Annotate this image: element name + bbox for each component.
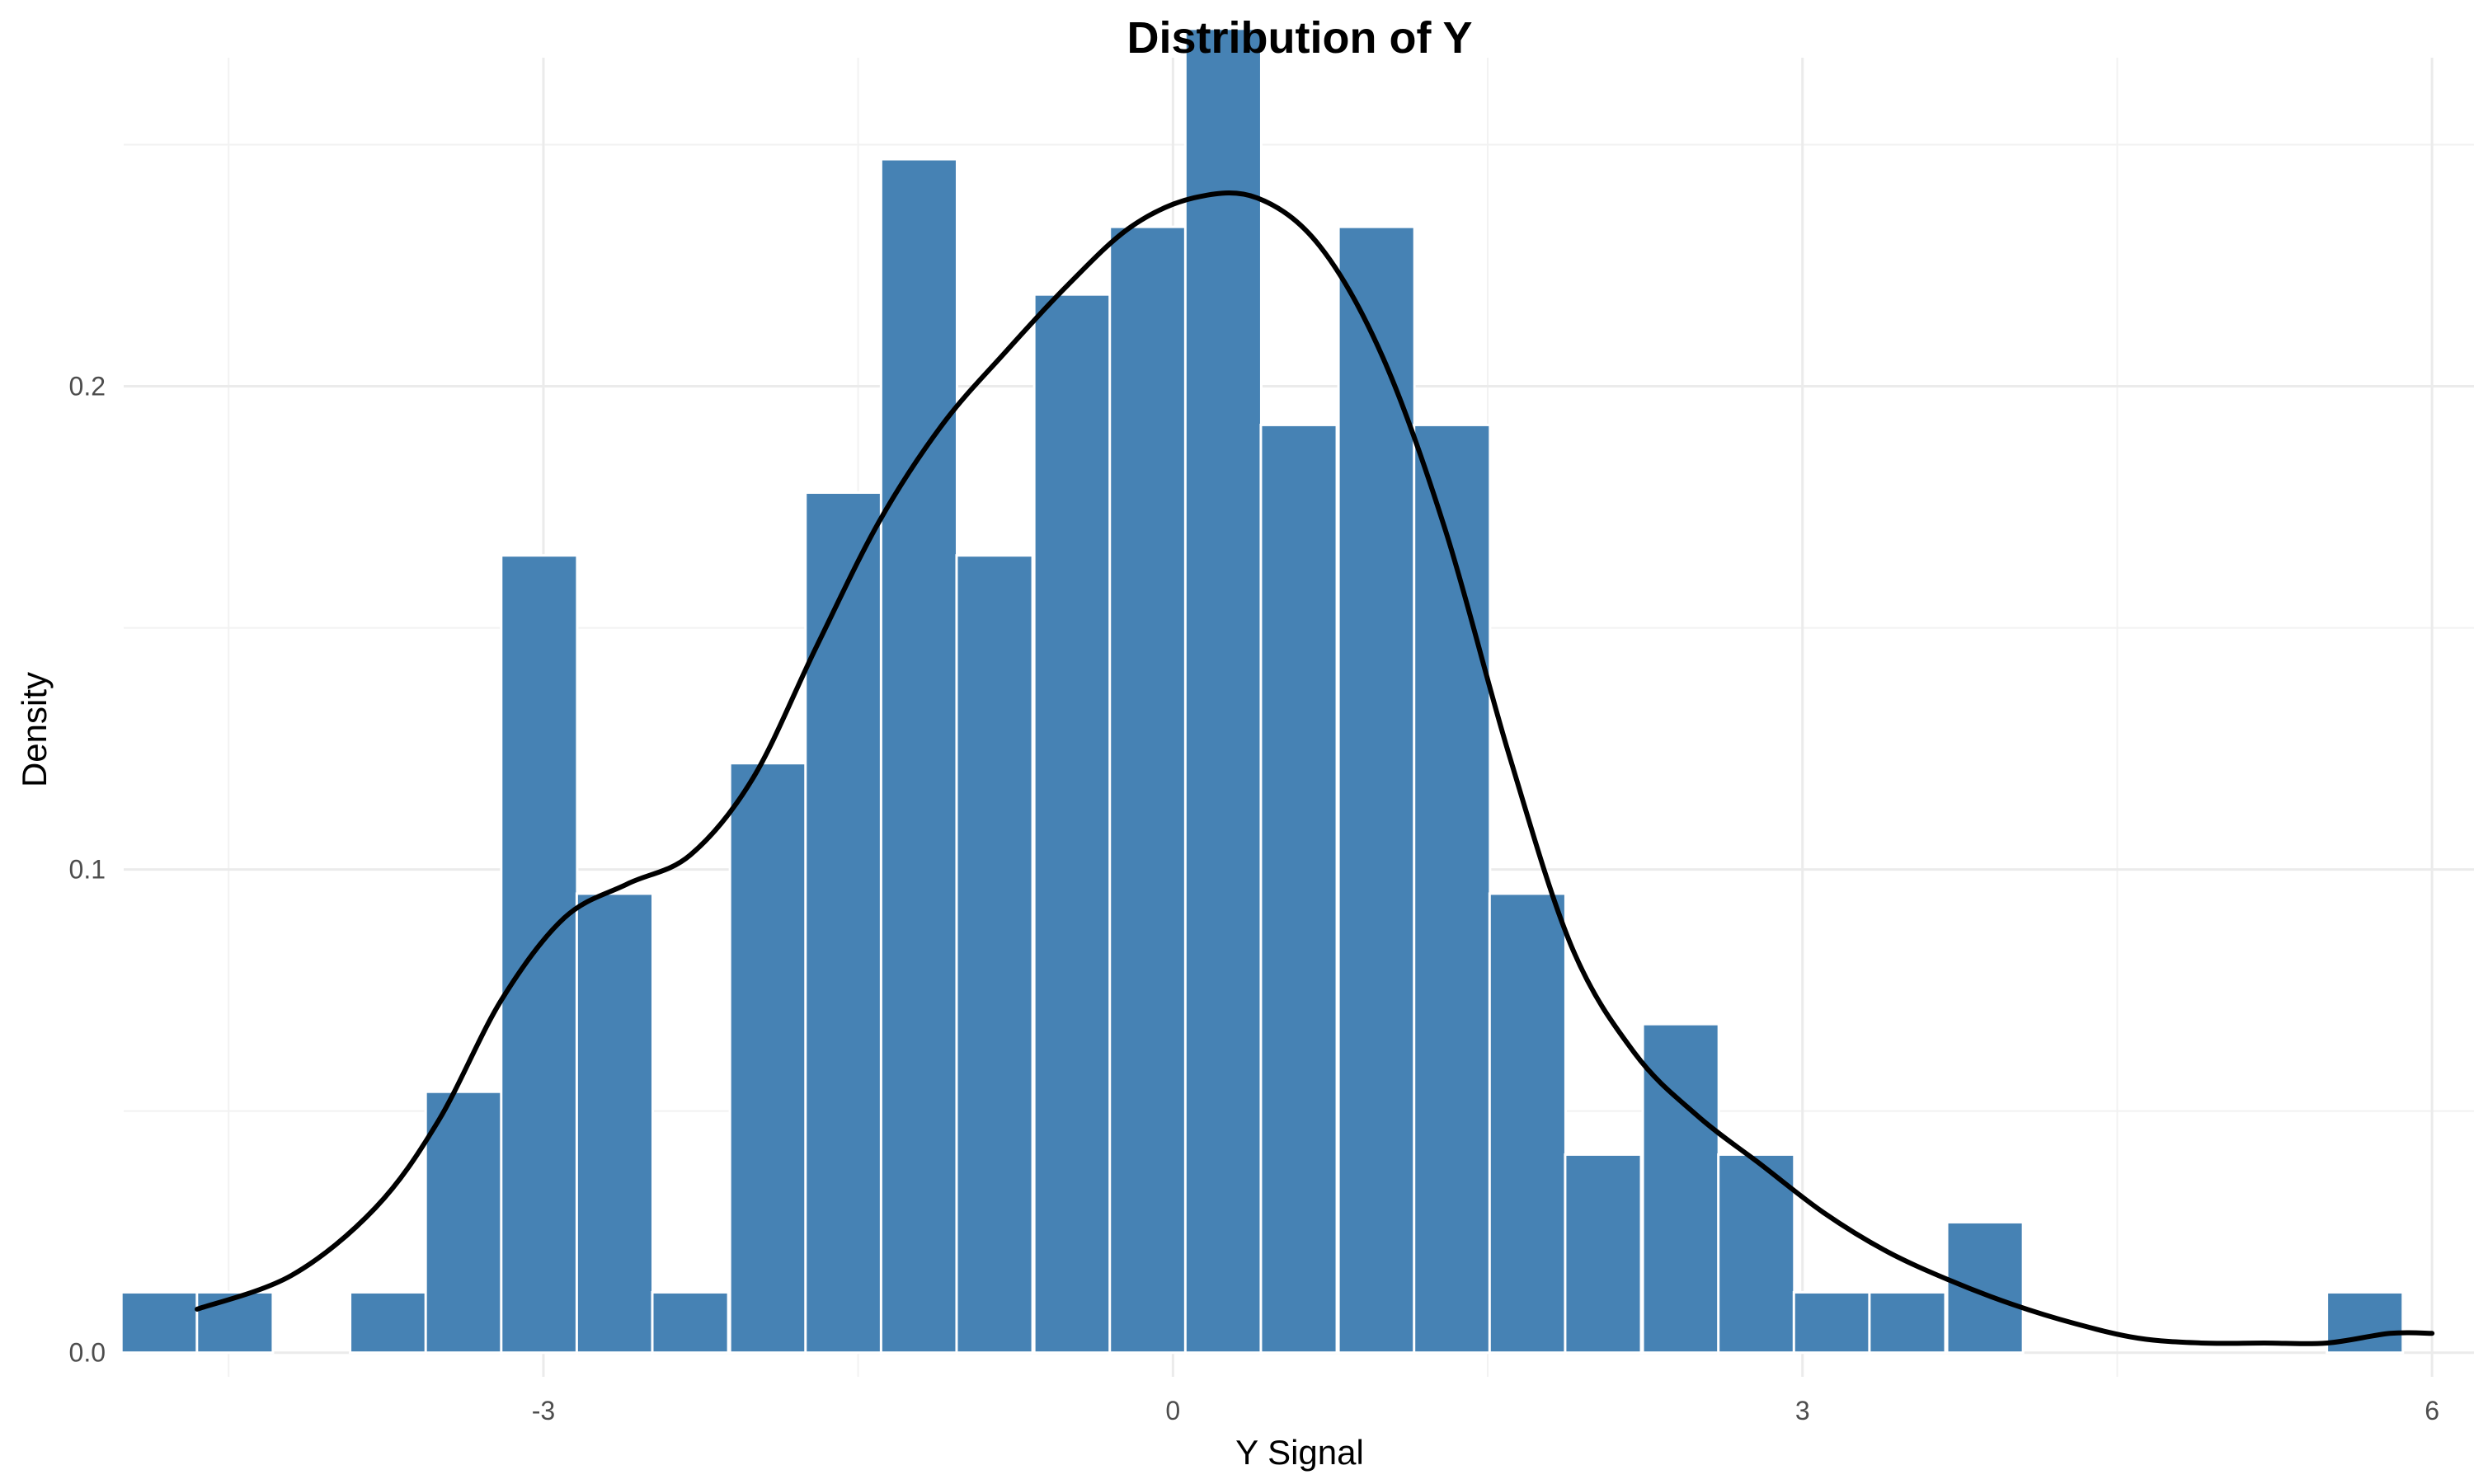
histogram-bar [1564, 1153, 1643, 1355]
histogram-bar [424, 1090, 503, 1355]
histogram-bar [879, 157, 958, 1355]
x-tick-label: 3 [1795, 1396, 1810, 1425]
y-tick-label: 0.2 [69, 372, 106, 402]
histogram-bar [955, 554, 1034, 1355]
histogram-bar [1413, 423, 1492, 1355]
histogram-bar [728, 762, 807, 1355]
histogram-bar [1259, 423, 1338, 1355]
x-tick-label: -3 [532, 1396, 555, 1425]
histogram-bar [1488, 892, 1567, 1355]
density-curve [195, 190, 2435, 1346]
histogram-bar [1868, 1290, 1947, 1355]
chart-title: Distribution of Y [1127, 13, 1473, 63]
histogram-bar [1945, 1220, 2025, 1355]
y-axis-title: Density [15, 672, 54, 787]
y-tick-label: 0.1 [69, 855, 106, 885]
histogram-bar [804, 491, 883, 1355]
histogram-bar [651, 1290, 730, 1355]
y-tick-label: 0.0 [69, 1338, 106, 1368]
histogram-bar [1032, 293, 1112, 1355]
histogram-bar [1183, 27, 1263, 1355]
histogram-bars [120, 27, 2405, 1355]
histogram-bar [1337, 225, 1416, 1355]
x-tick-label: 6 [2425, 1396, 2439, 1425]
histogram-bar [575, 892, 655, 1355]
histogram-bar [120, 1290, 199, 1355]
histogram-bar [1792, 1290, 1871, 1355]
density-curve-layer [195, 190, 2435, 1346]
x-tick-label: 0 [1165, 1396, 1180, 1425]
histogram-bar [1108, 225, 1188, 1355]
x-axis-ticks: -3 0 3 6 [532, 1396, 2439, 1425]
histogram-bar [1717, 1153, 1796, 1355]
y-axis-ticks: 0.0 0.1 0.2 [69, 372, 106, 1368]
x-axis-title: Y Signal [1235, 1433, 1364, 1472]
histogram-bar [349, 1290, 428, 1355]
histogram-bar [195, 1290, 275, 1355]
histogram-bar [500, 554, 579, 1355]
